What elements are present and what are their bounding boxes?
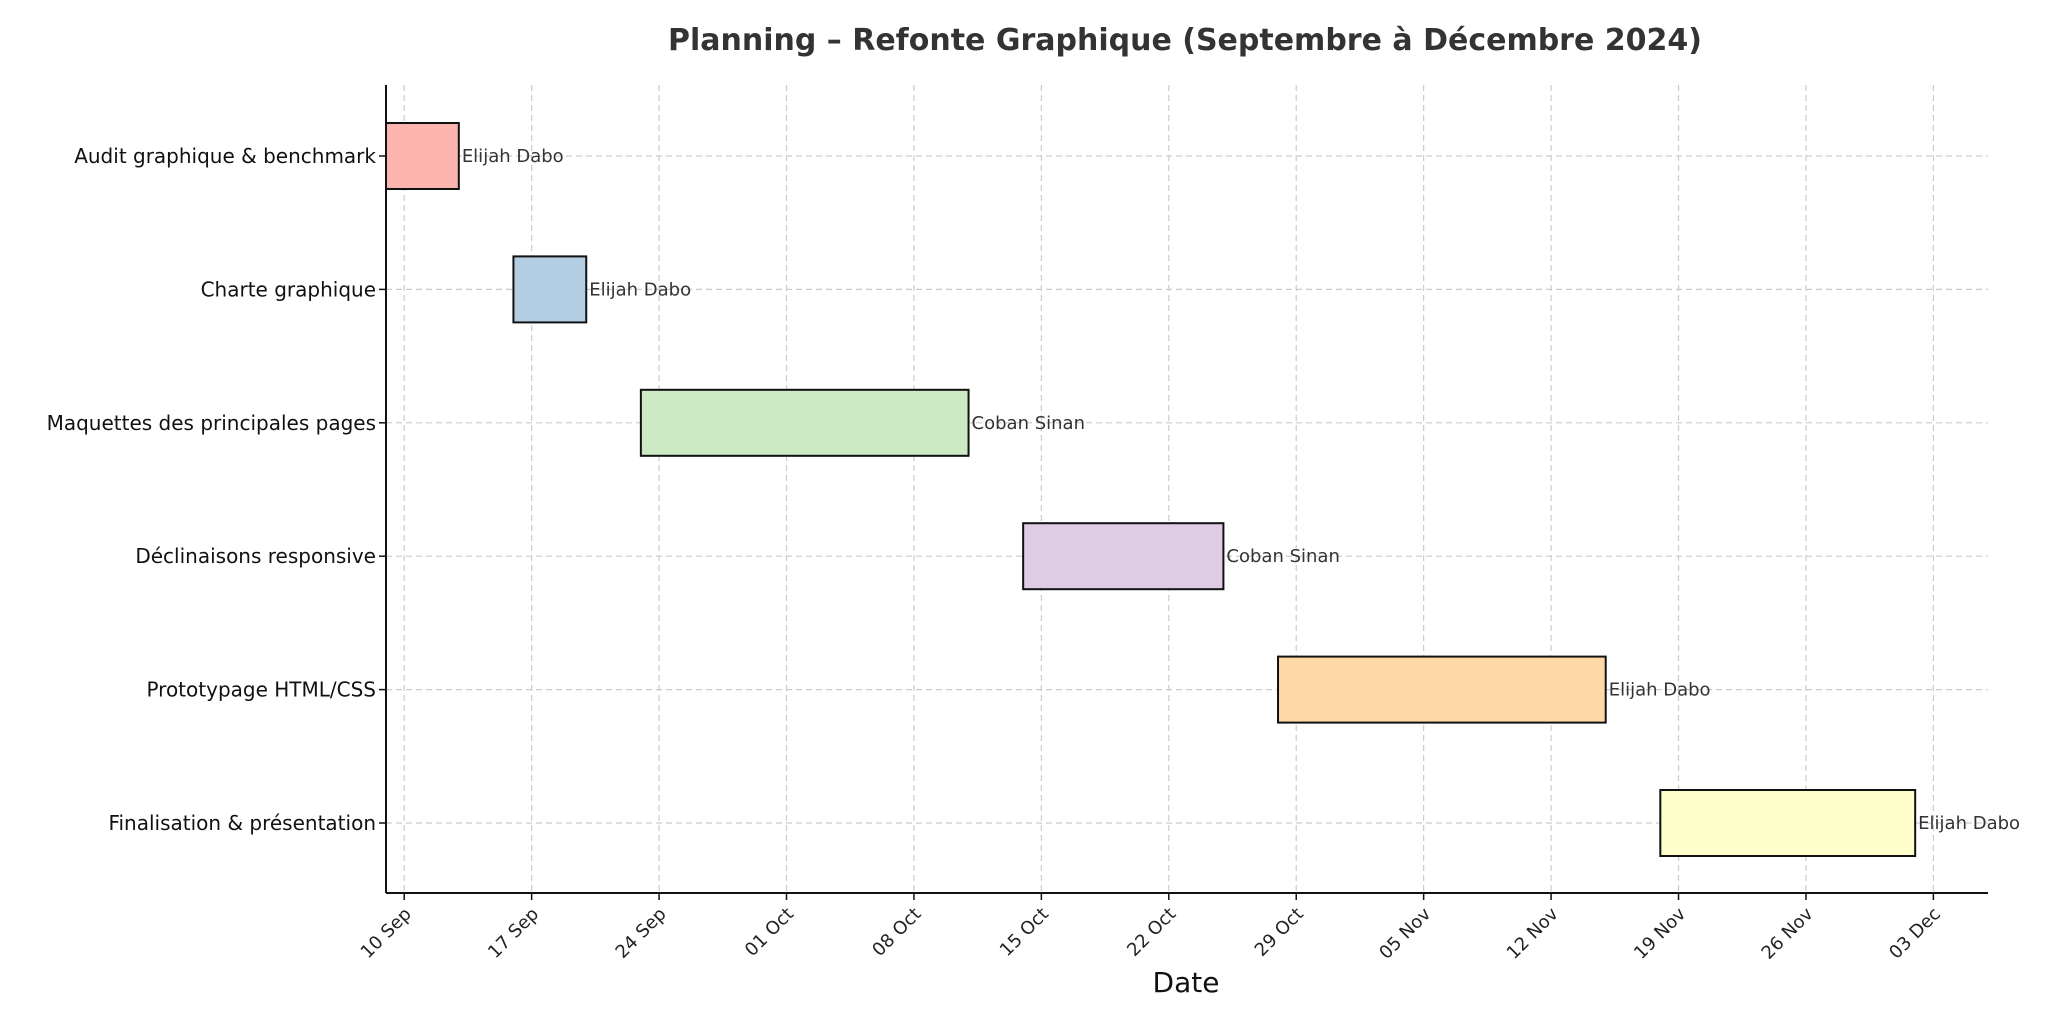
x-tick-label: 10 Sep <box>357 904 416 963</box>
task-owner-label: Elijah Dabo <box>589 279 691 300</box>
y-tick-label: Maquettes des principales pages <box>47 411 376 435</box>
axes <box>385 85 1988 894</box>
y-axis-ticks: Audit graphique & benchmark Charte graphi… <box>47 144 386 835</box>
x-tick-label: 12 Nov <box>1503 903 1563 963</box>
task-owner-label: Elijah Dabo <box>462 146 564 167</box>
task-owner-label: Coban Sinan <box>1226 546 1339 567</box>
task-bar <box>1277 655 1607 724</box>
task-owner-label: Elijah Dabo <box>1918 813 2020 834</box>
x-tick-label: 26 Nov <box>1758 903 1818 963</box>
x-tick-label: 05 Nov <box>1375 903 1435 963</box>
x-tick-label: 03 Dec <box>1885 904 1945 964</box>
task-bar <box>512 255 588 324</box>
x-axis-ticks: 10 Sep 17 Sep 24 Sep 01 Oct 08 Oct 15 Oct 22 O… <box>357 893 1945 964</box>
y-tick-label: Charte graphique <box>201 277 376 301</box>
x-tick-label: 22 Oct <box>1123 904 1180 961</box>
y-tick-label: Finalisation & présentation <box>108 811 376 835</box>
task-bars: Elijah Dabo Elijah Dabo Coban Sinan Coban S… <box>385 122 2020 857</box>
x-tick-label: 17 Sep <box>484 904 543 963</box>
y-tick-label: Déclinaisons responsive <box>135 544 376 568</box>
y-tick-label: Prototypage HTML/CSS <box>146 678 376 702</box>
task-bar <box>1022 522 1225 591</box>
y-tick-label: Audit graphique & benchmark <box>74 144 376 168</box>
task-bar <box>385 122 460 190</box>
task-owner-label: Elijah Dabo <box>1609 680 1711 701</box>
x-tick-label: 01 Oct <box>741 904 798 961</box>
x-tick-label: 08 Oct <box>868 904 925 961</box>
x-tick-label: 29 Oct <box>1251 904 1308 961</box>
chart-title: Planning – Refonte Graphique (Septembre … <box>668 23 1702 58</box>
x-axis-label: Date <box>1153 966 1220 999</box>
x-tick-label: 24 Sep <box>612 904 671 963</box>
task-bar <box>1659 789 1917 857</box>
x-tick-label: 19 Nov <box>1630 903 1690 963</box>
task-owner-label: Coban Sinan <box>972 413 1085 434</box>
task-bar <box>639 388 970 457</box>
grid-lines <box>386 85 1988 893</box>
x-tick-label: 15 Oct <box>996 904 1053 961</box>
